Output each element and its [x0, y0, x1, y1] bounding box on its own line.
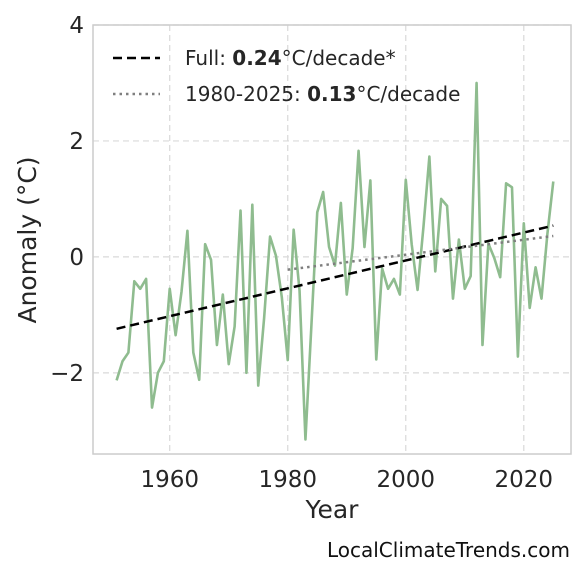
legend-recent-label: 1980-2025: 0.13°C/decade — [185, 82, 460, 106]
y-tick-label: 4 — [69, 13, 84, 39]
x-axis-label: Year — [305, 495, 360, 524]
recent-trend-line — [287, 234, 554, 271]
legend-full-label: Full: 0.24°C/decade* — [185, 46, 396, 70]
y-tick-label: 0 — [69, 245, 84, 271]
legend-full-prefix: Full: — [185, 46, 232, 70]
legend-full-value: 0.24 — [232, 46, 281, 70]
y-axis-label: Anomaly (°C) — [13, 156, 42, 323]
data-series — [115, 81, 555, 441]
watermark: LocalClimateTrends.com — [327, 538, 570, 562]
full-trend-line — [116, 224, 554, 330]
x-tick-label: 2000 — [376, 467, 435, 493]
y-tick-label: −2 — [50, 361, 84, 387]
legend-recent-prefix: 1980-2025: — [185, 82, 307, 106]
x-tick-label: 1960 — [140, 467, 199, 493]
legend-full-suffix: °C/decade* — [282, 46, 396, 70]
x-tick-label: 2020 — [495, 467, 554, 493]
x-tick-label: 1980 — [258, 467, 317, 493]
anomaly-series-line — [115, 81, 555, 441]
legend-recent-suffix: °C/decade — [356, 82, 460, 106]
tick-labels: 1960 1980 2000 2020 −2 0 2 4 — [50, 13, 553, 493]
legend-recent-value: 0.13 — [307, 82, 356, 106]
y-tick-label: 2 — [69, 129, 84, 155]
legend: Full: 0.24°C/decade* 1980-2025: 0.13°C/d… — [113, 46, 460, 106]
plot-frame — [92, 24, 572, 455]
